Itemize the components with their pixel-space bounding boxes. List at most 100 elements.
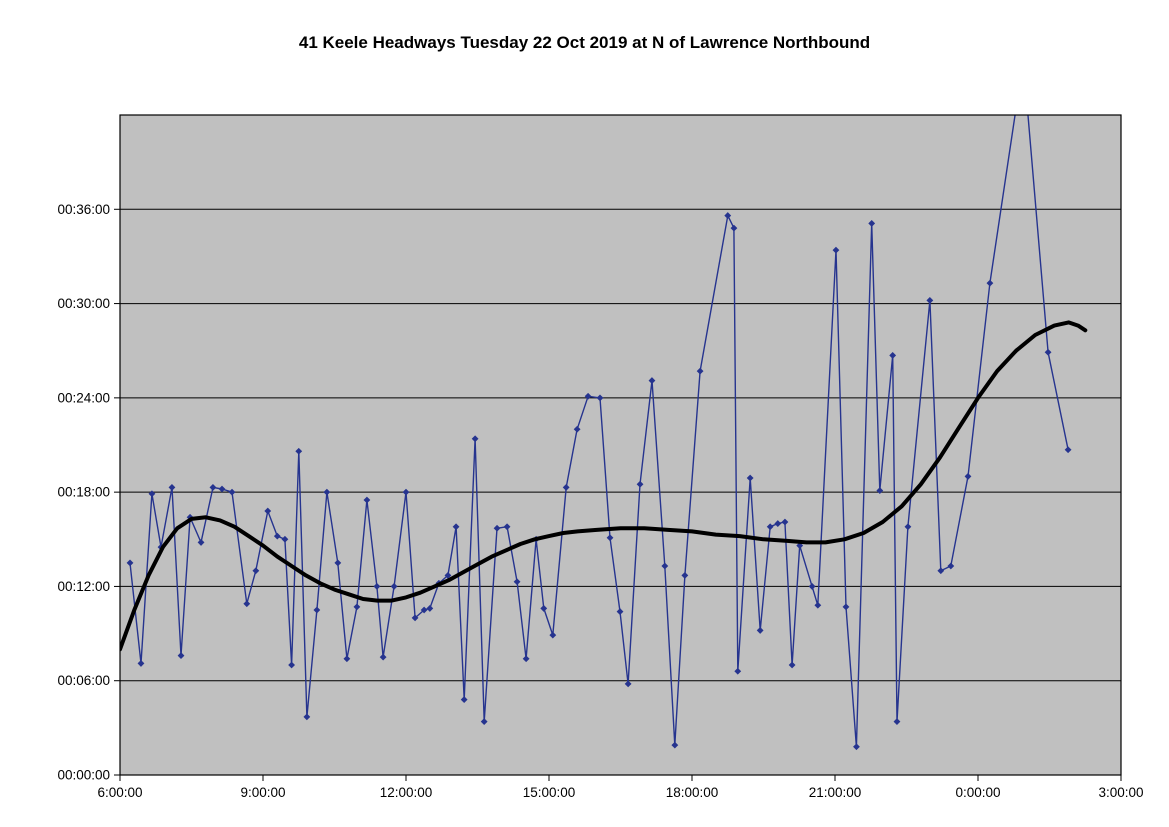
data-point-marker bbox=[288, 661, 295, 669]
data-point-marker bbox=[513, 578, 521, 586]
y-axis-label: 00:24:00 bbox=[57, 390, 110, 405]
y-axis-label: 00:00:00 bbox=[57, 768, 110, 783]
data-point-marker bbox=[964, 473, 972, 480]
x-axis-label: 12:00:00 bbox=[380, 785, 433, 800]
data-point-marker bbox=[126, 559, 134, 567]
data-point-marker bbox=[197, 539, 205, 546]
data-point-marker bbox=[788, 661, 796, 669]
data-point-marker bbox=[452, 523, 460, 531]
data-point-marker bbox=[937, 567, 945, 575]
data-point-marker bbox=[420, 606, 428, 614]
data-point-marker bbox=[323, 488, 331, 496]
data-point-marker bbox=[363, 496, 371, 504]
data-point-marker bbox=[295, 447, 303, 455]
data-point-marker bbox=[313, 606, 321, 614]
data-point-marker bbox=[480, 718, 488, 725]
data-point-marker bbox=[730, 224, 738, 232]
data-point-marker bbox=[373, 583, 381, 590]
data-point-marker bbox=[661, 562, 669, 570]
data-point-marker bbox=[460, 696, 468, 703]
data-point-marker bbox=[814, 601, 822, 609]
trend-line bbox=[120, 320, 1088, 652]
data-point-marker bbox=[624, 680, 632, 688]
data-point-marker bbox=[168, 484, 176, 491]
data-point-marker bbox=[252, 567, 260, 575]
x-axis-label: 21:00:00 bbox=[809, 785, 862, 800]
data-point-marker bbox=[842, 603, 850, 611]
data-point-marker bbox=[562, 484, 570, 491]
x-axis-label: 3:00:00 bbox=[1098, 785, 1143, 800]
data-point-marker bbox=[868, 220, 876, 227]
data-point-marker bbox=[832, 246, 840, 254]
data-point-marker bbox=[1044, 348, 1052, 356]
series-layer bbox=[120, 57, 1088, 751]
data-point-marker bbox=[766, 523, 774, 531]
data-point-marker bbox=[889, 352, 897, 359]
x-axis-label: 6:00:00 bbox=[97, 785, 142, 800]
data-point-marker bbox=[390, 583, 398, 590]
data-point-marker bbox=[1064, 446, 1072, 454]
data-point-marker bbox=[904, 523, 912, 531]
data-point-marker bbox=[734, 667, 742, 675]
chart-title: 41 Keele Headways Tuesday 22 Oct 2019 at… bbox=[298, 33, 871, 52]
x-axis-label: 18:00:00 bbox=[666, 785, 719, 800]
data-point-marker bbox=[696, 367, 704, 375]
data-point-marker bbox=[616, 608, 624, 615]
data-point-marker bbox=[493, 524, 501, 532]
data-point-marker bbox=[774, 520, 782, 527]
data-point-marker bbox=[426, 605, 434, 612]
data-point-marker bbox=[573, 425, 581, 433]
data-point-marker bbox=[853, 743, 860, 751]
y-axis-label: 00:36:00 bbox=[57, 202, 110, 217]
y-axis-label: 00:30:00 bbox=[57, 296, 110, 311]
data-point-marker bbox=[681, 572, 689, 579]
data-point-marker bbox=[549, 631, 557, 639]
data-point-marker bbox=[1020, 57, 1027, 64]
data-point-marker bbox=[228, 488, 236, 496]
data-point-marker bbox=[334, 559, 342, 567]
data-point-marker bbox=[746, 474, 754, 482]
data-point-marker bbox=[756, 627, 764, 634]
data-point-marker bbox=[724, 212, 732, 219]
data-point-marker bbox=[947, 562, 955, 570]
data-point-marker bbox=[137, 660, 145, 667]
data-point-marker bbox=[986, 279, 994, 287]
data-point-marker bbox=[218, 485, 226, 493]
data-point-marker bbox=[411, 614, 419, 622]
data-point-marker bbox=[522, 655, 530, 663]
y-axis-label: 00:12:00 bbox=[57, 579, 110, 594]
x-axis-label: 0:00:00 bbox=[955, 785, 1000, 800]
data-point-marker bbox=[303, 713, 311, 721]
data-point-marker bbox=[243, 600, 251, 608]
data-point-marker bbox=[379, 653, 387, 661]
data-point-marker bbox=[808, 583, 816, 590]
plot-area bbox=[120, 115, 1121, 775]
data-point-marker bbox=[273, 532, 281, 540]
data-point-marker bbox=[926, 297, 934, 304]
data-point-marker bbox=[636, 480, 644, 488]
data-point-marker bbox=[503, 523, 511, 531]
data-point-marker bbox=[596, 394, 604, 402]
data-point-marker bbox=[402, 488, 410, 496]
data-point-marker bbox=[893, 718, 901, 725]
data-point-marker bbox=[343, 655, 351, 663]
y-axis-label: 00:06:00 bbox=[57, 673, 110, 688]
data-point-marker bbox=[209, 484, 217, 491]
data-point-marker bbox=[444, 572, 452, 579]
data-point-marker bbox=[584, 392, 592, 400]
data-point-marker bbox=[148, 490, 156, 498]
plot-border bbox=[119, 114, 1122, 776]
data-point-marker bbox=[353, 603, 361, 611]
data-point-marker bbox=[264, 507, 272, 515]
data-point-marker bbox=[648, 377, 656, 384]
data-point-marker bbox=[781, 518, 789, 526]
x-axis-label: 15:00:00 bbox=[523, 785, 576, 800]
data-point-marker bbox=[177, 652, 185, 659]
data-point-marker bbox=[671, 741, 679, 749]
data-point-marker bbox=[281, 535, 289, 543]
y-axis-label: 00:18:00 bbox=[57, 485, 110, 500]
data-point-marker bbox=[471, 435, 479, 443]
data-point-marker bbox=[540, 605, 548, 612]
